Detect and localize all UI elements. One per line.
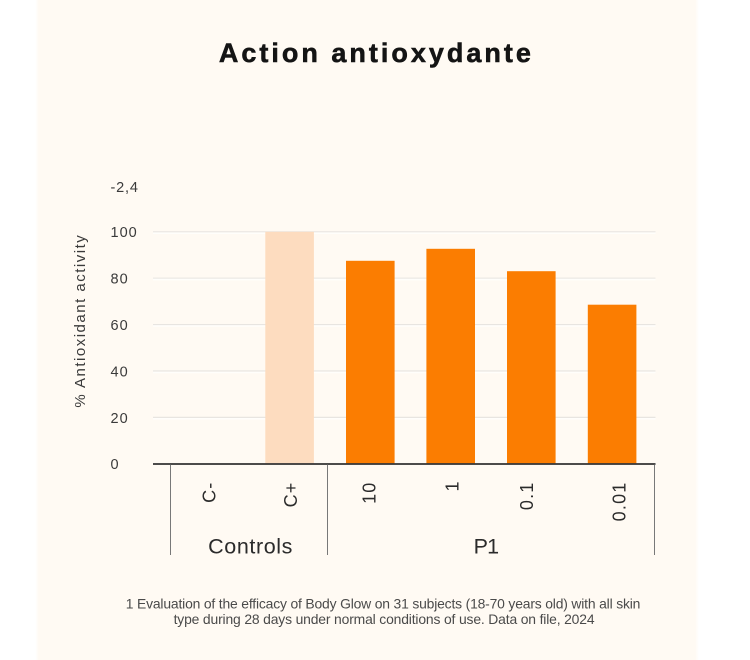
svg-text:1 Evaluation of the efficacy o: 1 Evaluation of the efficacy of Body Glo…	[126, 595, 640, 611]
svg-text:1: 1	[442, 480, 462, 491]
svg-text:10: 10	[360, 482, 380, 504]
svg-text:C+: C+	[281, 482, 301, 508]
svg-text:60: 60	[111, 318, 129, 334]
svg-text:20: 20	[111, 411, 129, 427]
svg-text:0.1: 0.1	[517, 482, 537, 511]
svg-text:-2,4: -2,4	[111, 180, 139, 196]
svg-text:type during 28 days under norm: type during 28 days under normal conditi…	[174, 611, 595, 627]
svg-text:Controls: Controls	[208, 535, 293, 559]
svg-text:Action antioxydante: Action antioxydante	[219, 38, 534, 68]
svg-text:40: 40	[111, 364, 129, 380]
svg-text:P1: P1	[474, 535, 499, 559]
svg-text:80: 80	[111, 272, 129, 288]
svg-text:100: 100	[111, 225, 138, 241]
svg-text:0.01: 0.01	[609, 482, 629, 522]
svg-text:C-: C-	[200, 482, 220, 503]
svg-text:% Antioxidant activity: % Antioxidant activity	[72, 234, 89, 408]
svg-text:0: 0	[111, 457, 120, 473]
